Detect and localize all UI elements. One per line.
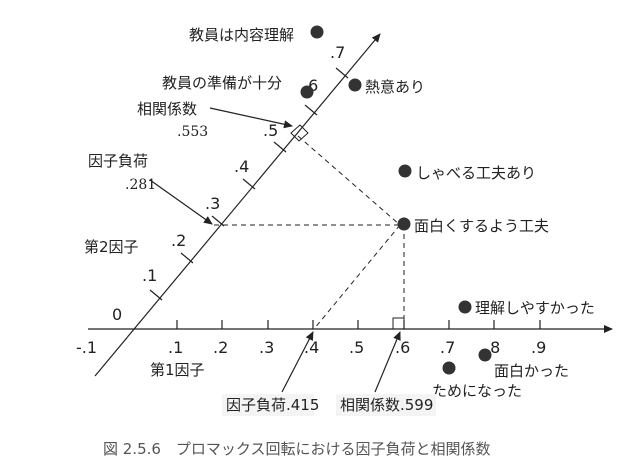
perpendicular-projection-to-axis2 <box>297 135 401 226</box>
axis1-tick-4: .4 <box>304 338 319 357</box>
right-angle-marker-axis2 <box>290 124 309 142</box>
axis1-tick-minus1: -.1 <box>76 338 97 357</box>
label-make-interesting: 面白くするよう工夫 <box>414 217 549 235</box>
axis1-name: 第1因子 <box>150 361 205 379</box>
label-speaking-effort: しゃべる工夫あり <box>416 164 536 182</box>
axis1-tick-6: .6 <box>395 338 410 357</box>
annotation-loading-axis2-label: 因子負荷 <box>88 152 148 170</box>
label-interesting: 面白かった <box>494 362 569 380</box>
annotation-corr-axis1-arrow <box>374 331 401 393</box>
axis2-tick-3: .3 <box>205 194 220 213</box>
annotation-loading-axis1-arrow <box>281 331 314 393</box>
axis2-tick-5: .5 <box>263 121 278 140</box>
axis2-line <box>94 33 381 377</box>
axis2-tickmarks <box>149 67 349 301</box>
axis1-tick-2: .2 <box>213 338 228 357</box>
annotation-corr-axis2-label: 相関係数 <box>137 100 197 118</box>
annotation-loading-axis2-arrow <box>149 179 213 225</box>
axis1-tickmarks <box>176 320 541 329</box>
axis2-tick-7: .7 <box>330 43 345 62</box>
right-angle-marker-axis1 <box>392 317 405 330</box>
axis1-tick-9: .9 <box>531 338 546 357</box>
axis2-tick-4: .4 <box>234 157 249 176</box>
annotation-corr-axis2-arrow <box>209 107 293 129</box>
point-preparation <box>300 85 314 99</box>
label-enthusiasm: 熱意あり <box>365 78 425 96</box>
axis1-tick-1: .1 <box>168 338 183 357</box>
label-preparation: 教員の準備が十分 <box>162 74 282 92</box>
point-enthusiasm <box>348 78 362 92</box>
axis2-name: 第2因子 <box>84 238 139 256</box>
axis2-tick-1: .1 <box>142 266 157 285</box>
annotation-loading-axis1: 因子負荷.415 <box>226 396 319 414</box>
axis1-tick-3: .3 <box>259 338 274 357</box>
point-content-understanding <box>310 25 324 39</box>
axis1-tick-0: 0 <box>112 305 122 324</box>
point-make-interesting <box>397 217 411 231</box>
figure-caption: 図 2.5.6 プロマックス回転における因子負荷と相関係数 <box>103 440 491 458</box>
annotation-loading-axis2-value: .281 <box>125 177 156 193</box>
axis1-tick-5: .5 <box>349 338 364 357</box>
label-useful: ためになった <box>432 382 522 400</box>
axis2-tick-2: .2 <box>171 231 186 250</box>
annotation-corr-axis1: 相関係数.599 <box>340 396 433 414</box>
point-interesting <box>478 348 492 362</box>
point-easy-to-understand <box>458 300 472 314</box>
point-speaking-effort <box>398 164 412 178</box>
annotation-corr-axis2-value: .553 <box>177 124 208 140</box>
point-useful <box>442 361 456 375</box>
parallel-projection-to-axis1 <box>313 224 401 330</box>
label-content-understanding: 教員は内容理解 <box>189 26 294 44</box>
axis1-tick-7: .7 <box>440 338 455 357</box>
label-easy-to-understand: 理解しやすかった <box>475 299 595 317</box>
